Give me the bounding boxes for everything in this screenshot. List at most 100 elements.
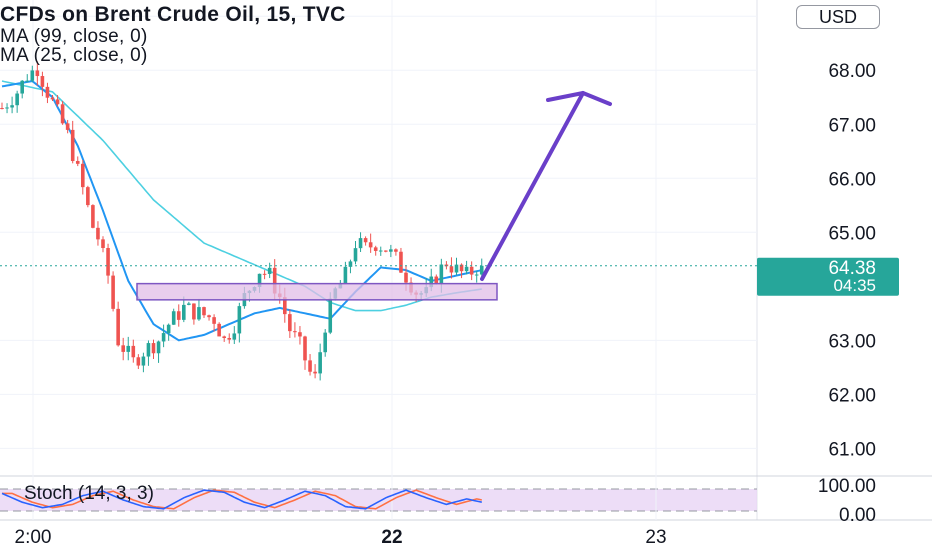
candle-body [272, 267, 277, 294]
candle-body [187, 303, 191, 305]
candle-body [464, 266, 469, 272]
candle-body [126, 345, 131, 352]
candle-body [328, 298, 333, 333]
candle-body [313, 371, 317, 374]
candle-body [106, 248, 110, 276]
candle-body [60, 104, 65, 124]
stoch-tick-label: 0.00 [839, 505, 876, 526]
price-tick-label: 65.00 [828, 223, 876, 244]
current-price-label: 64.38 [828, 258, 876, 279]
ma25-line [1, 79, 483, 342]
candle-body [217, 323, 221, 337]
candle-body [197, 307, 201, 320]
candle-body [439, 264, 444, 284]
candle-body [202, 307, 206, 316]
candle-body [348, 261, 353, 267]
candle-body [308, 360, 312, 372]
candle-body [75, 161, 80, 164]
ma99-line [1, 80, 482, 312]
candle-body [303, 336, 307, 361]
time-tick-label: 22 [381, 527, 402, 548]
stoch-tick-label: 100.00 [818, 476, 876, 497]
candle-body [91, 205, 95, 228]
currency-button[interactable]: USD [796, 5, 880, 29]
candle-body [222, 336, 226, 339]
candle-body [171, 311, 176, 325]
price-tick-label: 63.00 [828, 331, 876, 352]
candle-body [389, 249, 393, 252]
candle-body [358, 238, 363, 249]
candle-body [227, 338, 232, 340]
candle-body [35, 70, 40, 77]
candle-body [298, 332, 302, 337]
candle-body [207, 315, 211, 318]
candle-body [121, 345, 125, 352]
candle-body [20, 80, 24, 94]
candle-body [232, 333, 237, 340]
candle-body [454, 264, 459, 273]
chart-title[interactable]: CFDs on Brent Crude Oil, 15, TVC [0, 3, 346, 26]
candle-body [479, 265, 484, 275]
candle-body [176, 311, 181, 320]
candle-body [141, 356, 146, 366]
price-tick-label: 68.00 [828, 61, 876, 82]
candle-body [394, 249, 398, 252]
candle-body [55, 99, 60, 105]
candle-body [262, 273, 267, 275]
candle-body [343, 266, 348, 284]
candle-body [378, 250, 383, 252]
candle-body [192, 303, 196, 320]
candle-body [469, 266, 474, 275]
candle-body [318, 352, 322, 374]
candle-body [25, 80, 30, 82]
support-zone [136, 282, 498, 301]
ma25-legend[interactable]: MA (25, close, 0) [0, 45, 148, 66]
candle-body [131, 345, 136, 358]
stoch-band-fill [0, 489, 757, 511]
candle-body [151, 343, 156, 354]
candle-body [237, 306, 242, 334]
price-tick-label: 66.00 [828, 169, 876, 190]
candle-body [161, 333, 166, 342]
candle-body [267, 267, 272, 274]
candle-body [65, 123, 70, 130]
projection-arrow-shaft [480, 91, 585, 281]
candle-body [373, 247, 378, 251]
candle-body [474, 274, 479, 276]
candle-body [136, 357, 141, 366]
price-tick-label: 61.00 [828, 439, 876, 460]
candle-body [96, 227, 100, 240]
candle-body [40, 76, 45, 87]
candle-body [86, 187, 90, 206]
candle-body [257, 273, 262, 288]
price-tick-label: 67.00 [828, 115, 876, 136]
stoch-k-line [1, 489, 482, 510]
candle-body [116, 308, 120, 346]
candle-body [293, 331, 297, 333]
candle-body [363, 238, 368, 243]
candle-body [399, 251, 403, 273]
candle-body [288, 314, 292, 332]
candle-body [429, 276, 434, 288]
candle-body [5, 107, 9, 109]
candle-body [384, 250, 388, 252]
candle-body [15, 93, 19, 106]
countdown-label: 04:35 [833, 276, 876, 295]
candle-body [156, 341, 161, 354]
candle-body [404, 272, 408, 283]
current-price-badge [757, 257, 899, 296]
candle-body [449, 266, 454, 273]
price-tick-label: 62.00 [828, 385, 876, 406]
candle-body [50, 97, 55, 100]
candle-body [70, 129, 75, 162]
candle-body [45, 86, 50, 98]
candle-body [434, 276, 439, 284]
candle-body [0, 108, 4, 110]
projection-arrow-head [546, 91, 612, 106]
stoch-legend[interactable]: Stoch (14, 3, 3) [24, 483, 154, 504]
candle-body [212, 317, 216, 324]
candle-body [146, 343, 151, 357]
ma99-legend[interactable]: MA (99, close, 0) [0, 26, 148, 47]
candle-body [353, 248, 358, 262]
